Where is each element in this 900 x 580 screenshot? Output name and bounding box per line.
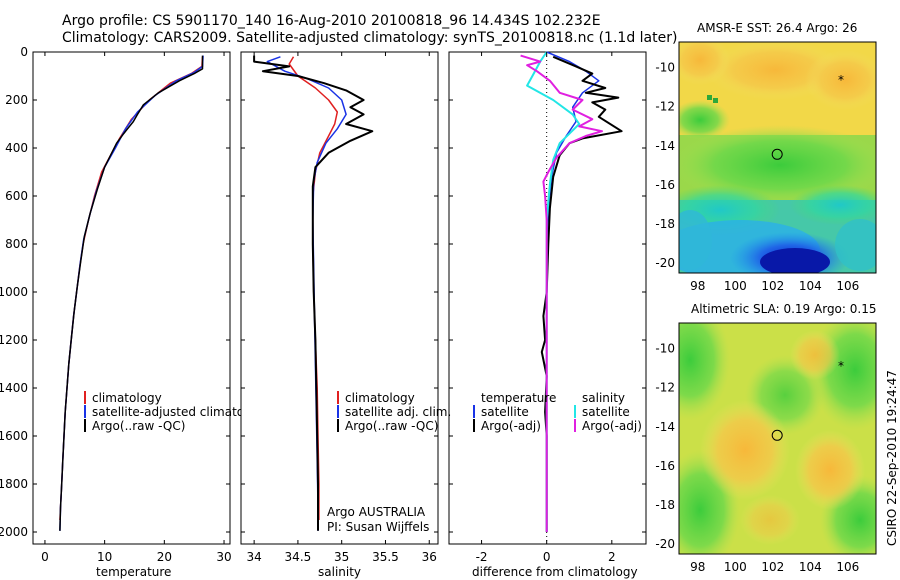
sla-map-title: Altimetric SLA: 0.19 Argo: 0.15 xyxy=(691,302,876,316)
sst-map-xtick-label: 104 xyxy=(799,279,822,293)
salinity-panel-xtick-label: 35 xyxy=(334,550,349,564)
salinity-panel-frame xyxy=(240,51,439,545)
sla-map-xtick-label: 100 xyxy=(724,560,747,574)
sst-map-ytick-label: -14 xyxy=(655,139,675,153)
temperature-panel-xtick-label: 10 xyxy=(97,550,112,564)
sst-map-ytick-label: -12 xyxy=(655,100,675,114)
sst-map-xtick-label: 106 xyxy=(836,279,859,293)
difference-panel-xtick-label: -2 xyxy=(476,550,488,564)
temperature-panel-series-satellite xyxy=(59,55,204,531)
diff-legend-title-salinity: salinity xyxy=(582,391,625,405)
diff-legend-label-sal-argo: Argo(-adj) xyxy=(582,419,642,433)
sla-map-xtick-label: 102 xyxy=(761,560,784,574)
sst-map-image xyxy=(679,42,876,273)
salinity-panel-xtick-label: 34 xyxy=(246,550,261,564)
difference-axis-label: difference from climatology xyxy=(472,565,638,579)
salinity-panel-xtick-label: 34.5 xyxy=(285,550,312,564)
difference-legend: temperature satellite Argo(-adj) salinit… xyxy=(473,391,642,433)
sla-map-frame xyxy=(678,322,877,555)
legend-label-climatology: climatology xyxy=(92,391,162,405)
sla-small-marker: * xyxy=(838,359,844,373)
legend-clip: satellite-adjusted climatology xyxy=(92,405,270,419)
difference-panel-xtick-label: 2 xyxy=(608,550,616,564)
sst-map-xtick-label: 102 xyxy=(761,279,784,293)
salinity-lines xyxy=(253,55,374,531)
sla-map-image xyxy=(679,323,876,554)
temperature-lines xyxy=(59,55,204,531)
temperature-panel-xtick-label: 30 xyxy=(216,550,231,564)
depth-ytick-label: 0 xyxy=(20,45,28,59)
figure-title-line2: Climatology: CARS2009. Satellite-adjuste… xyxy=(62,30,677,46)
depth-ytick-label: 200 xyxy=(5,93,28,107)
difference-panel-xtick-label: 0 xyxy=(543,550,551,564)
sla-map-xtick-label: 106 xyxy=(836,560,859,574)
diff-legend-label-sal-satellite: satellite xyxy=(582,405,630,419)
sla-map-ytick-label: -12 xyxy=(655,381,675,395)
sla-map-ytick-label: -16 xyxy=(655,459,675,473)
temperature-panel-frame xyxy=(32,51,231,545)
sla-argo-location-marker xyxy=(771,429,783,441)
sst-map-frame xyxy=(678,41,877,274)
salinity-axis-label: salinity xyxy=(318,565,361,579)
sst-map-ytick-label: -20 xyxy=(655,256,675,270)
sal-legend-label-satellite: satellite adj. clim. xyxy=(345,405,451,419)
sst-map-xtick-label: 100 xyxy=(724,279,747,293)
diff-legend-label-temp-satellite: satellite xyxy=(481,405,529,419)
temperature-panel-series-argo xyxy=(59,55,204,531)
sal-legend-label-climatology: climatology xyxy=(345,391,415,405)
salinity-panel-xtick-label: 36 xyxy=(422,550,437,564)
sla-map-ytick-label: -18 xyxy=(655,498,675,512)
salinity-panel-series-satellite xyxy=(266,56,347,531)
sal-legend-label-argo: Argo(..raw -QC) xyxy=(345,419,438,433)
temperature-panel-series-climatology xyxy=(59,56,204,521)
sla-map-ytick-label: -14 xyxy=(655,420,675,434)
pi-annotation: PI: Susan Wijffels xyxy=(327,520,429,534)
temperature-panel-xtick-label: 0 xyxy=(41,550,49,564)
salinity-panel-xtick-label: 35.5 xyxy=(372,550,399,564)
difference-panel-series-temperature-satellite xyxy=(545,51,600,532)
depth-ytick-label: 600 xyxy=(5,189,28,203)
legend-label-satellite: satellite-adjusted climatology xyxy=(92,405,270,419)
salinity-panel-series-argo xyxy=(253,55,374,531)
sst-small-marker: * xyxy=(838,73,844,87)
sla-map-ytick-label: -10 xyxy=(655,341,675,355)
temperature-legend: climatology satellite-adjusted climatolo… xyxy=(84,391,270,433)
temperature-panel-xtick-label: 20 xyxy=(157,550,172,564)
sst-map-ytick-label: -18 xyxy=(655,217,675,231)
sst-argo-location-marker xyxy=(771,148,783,160)
depth-ytick-label: 800 xyxy=(5,237,28,251)
salinity-legend: climatology satellite adj. clim. Argo(..… xyxy=(327,391,451,534)
depth-ytick-label: 1200 xyxy=(0,333,28,347)
sla-map-xtick-label: 104 xyxy=(799,560,822,574)
difference-panel-series-salinity-argo xyxy=(520,54,603,532)
diff-legend-label-temp-argo: Argo(-adj) xyxy=(481,419,541,433)
depth-ytick-label: 1800 xyxy=(0,477,28,491)
sst-map-ytick-label: -10 xyxy=(655,60,675,74)
difference-panel-series-temperature-argo xyxy=(540,55,623,532)
legend-label-argo: Argo(..raw -QC) xyxy=(92,419,185,433)
sst-map-title: AMSR-E SST: 26.4 Argo: 26 xyxy=(697,21,857,35)
sla-map-xtick-label: 98 xyxy=(690,560,705,574)
figure-title-line1: Argo profile: CS 5901170_140 16-Aug-2010… xyxy=(62,13,601,29)
depth-ytick-label: 1600 xyxy=(0,429,28,443)
sla-map-ytick-label: -20 xyxy=(655,537,675,551)
temperature-axis-label: temperature xyxy=(96,565,171,579)
depth-ytick-label: 1400 xyxy=(0,381,28,395)
depth-ytick-label: 2000 xyxy=(0,525,28,539)
diff-legend-title-temperature: temperature xyxy=(481,391,556,405)
argo-program-annotation: Argo AUSTRALIA xyxy=(327,505,426,519)
sst-map-xtick-label: 98 xyxy=(690,279,705,293)
side-timestamp: CSIRO 22-Sep-2010 19:24:47 xyxy=(885,370,899,546)
depth-ytick-label: 400 xyxy=(5,141,28,155)
difference-panel-series-salinity-satellite xyxy=(526,51,581,532)
depth-ytick-label: 1000 xyxy=(0,285,28,299)
sst-map-ytick-label: -16 xyxy=(655,178,675,192)
difference-lines xyxy=(520,51,623,532)
